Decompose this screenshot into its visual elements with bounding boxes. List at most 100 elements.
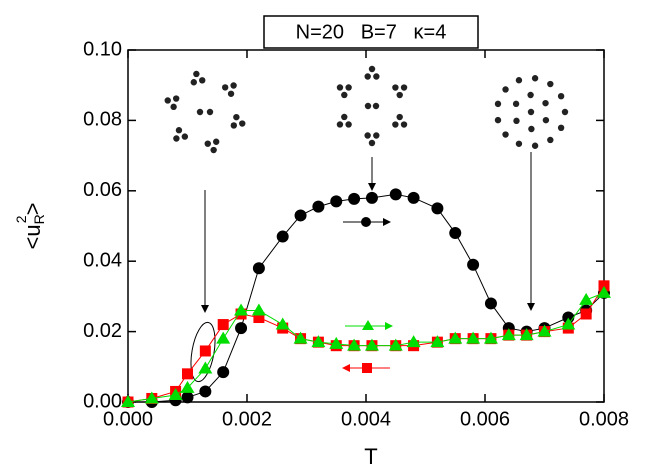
particle xyxy=(372,102,380,110)
particle xyxy=(239,120,246,127)
particle xyxy=(368,139,376,147)
point xyxy=(407,191,420,204)
point xyxy=(330,195,343,208)
point xyxy=(217,366,230,379)
particle xyxy=(368,65,376,73)
point xyxy=(597,285,611,298)
y-tick-label: 0.02 xyxy=(83,320,122,342)
point xyxy=(275,317,290,330)
particle xyxy=(336,84,344,91)
particle xyxy=(392,121,399,128)
point xyxy=(580,308,592,320)
point xyxy=(293,331,308,344)
point xyxy=(388,338,403,351)
particle xyxy=(531,75,539,82)
point xyxy=(598,280,610,292)
particle xyxy=(173,135,180,142)
point xyxy=(449,227,462,240)
arrow-marker xyxy=(361,217,371,227)
particle xyxy=(172,95,180,102)
y-tick-label: 0.04 xyxy=(83,249,122,271)
cluster-images xyxy=(164,65,569,154)
point xyxy=(579,292,594,305)
point xyxy=(235,322,248,335)
point xyxy=(329,336,344,349)
point xyxy=(312,200,325,213)
particle xyxy=(396,91,403,99)
particle xyxy=(213,138,220,145)
point xyxy=(217,319,229,331)
y-tick-label: 0.06 xyxy=(83,179,122,201)
particle xyxy=(542,116,550,124)
particle xyxy=(196,108,204,116)
point xyxy=(406,335,421,348)
particle xyxy=(547,136,554,144)
particle xyxy=(230,82,237,89)
particle xyxy=(233,113,240,121)
particle xyxy=(164,97,171,104)
chart-title: N=20 B=7 κ=4 xyxy=(296,21,447,43)
point xyxy=(347,338,362,351)
particle xyxy=(364,102,372,110)
annotations xyxy=(190,152,535,383)
x-tick-label: 0.006 xyxy=(460,408,510,430)
point xyxy=(252,262,265,275)
particle xyxy=(210,146,217,154)
particle xyxy=(204,140,211,147)
point xyxy=(448,331,463,344)
particle xyxy=(181,133,189,140)
particle xyxy=(528,125,535,133)
arrow-marker xyxy=(362,363,372,373)
particle xyxy=(373,132,380,139)
point xyxy=(311,335,326,348)
particle xyxy=(396,113,403,121)
particle xyxy=(206,108,214,116)
particle xyxy=(364,73,371,80)
point xyxy=(181,391,194,404)
point xyxy=(121,395,135,407)
particle xyxy=(345,84,352,91)
particle xyxy=(494,100,502,108)
particle xyxy=(515,140,523,147)
point xyxy=(467,258,480,271)
particle xyxy=(531,142,539,149)
point xyxy=(348,192,361,205)
particle xyxy=(199,77,206,84)
y-label-close: > xyxy=(20,203,45,216)
point xyxy=(198,361,213,374)
particle xyxy=(193,70,200,78)
particle xyxy=(557,92,565,100)
x-tick-label: 0.002 xyxy=(222,408,272,430)
point xyxy=(216,331,231,344)
y-label-sup: 2 xyxy=(13,215,29,223)
point xyxy=(253,312,265,324)
particle xyxy=(400,121,408,128)
particle xyxy=(515,77,523,84)
point xyxy=(251,303,266,316)
title-box xyxy=(263,15,479,49)
particle xyxy=(400,84,408,91)
x-tick-label: 0.008 xyxy=(579,408,629,430)
particle xyxy=(170,103,177,111)
particle xyxy=(547,80,554,88)
point xyxy=(519,328,534,341)
point xyxy=(431,202,444,215)
point xyxy=(389,188,402,201)
point xyxy=(501,328,516,341)
point xyxy=(276,230,289,243)
particle xyxy=(392,84,399,91)
point xyxy=(168,387,183,400)
particle xyxy=(527,91,534,99)
particle xyxy=(561,108,569,116)
y-label-base: <u xyxy=(20,224,45,249)
y-tick-label: 0.10 xyxy=(83,38,122,60)
point xyxy=(182,368,193,380)
particle xyxy=(341,113,348,121)
particle xyxy=(502,131,509,138)
point xyxy=(180,380,195,393)
particle xyxy=(557,124,565,132)
particle xyxy=(512,100,520,108)
particle xyxy=(336,121,344,128)
series-line xyxy=(127,292,605,403)
